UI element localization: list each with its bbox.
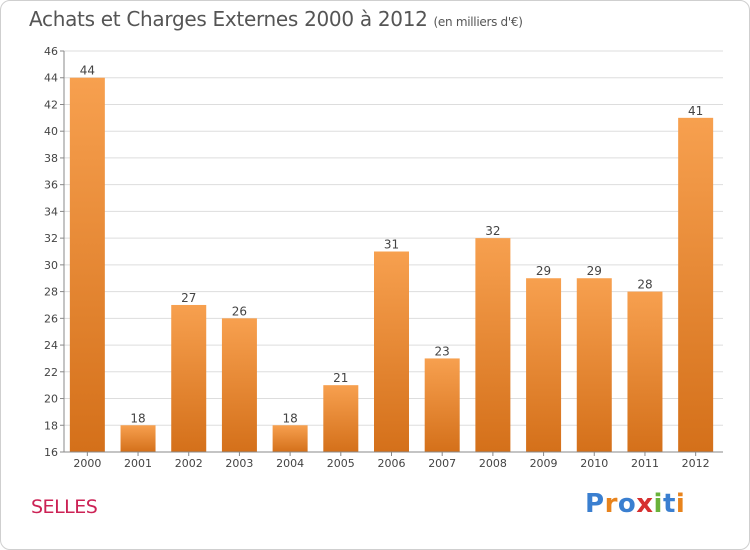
logo-letter: i — [675, 489, 686, 519]
y-tick-label: 24 — [44, 339, 58, 352]
data-label-2009: 29 — [536, 264, 551, 278]
y-tick-label: 46 — [44, 45, 58, 58]
x-tick-label-2011: 2011 — [631, 457, 659, 470]
commune-name: SELLES — [31, 496, 98, 518]
data-label-2000: 44 — [80, 64, 95, 78]
y-tick-label: 26 — [44, 312, 58, 325]
data-label-2004: 18 — [282, 411, 297, 425]
data-label-2005: 21 — [333, 371, 348, 385]
y-tick-label: 34 — [44, 205, 58, 218]
x-tick-label-2005: 2005 — [327, 457, 355, 470]
bar-2007 — [424, 358, 460, 452]
data-label-2010: 29 — [587, 264, 602, 278]
logo-letter: o — [617, 489, 637, 519]
x-tick-label-2002: 2002 — [175, 457, 203, 470]
x-tick-label-2003: 2003 — [225, 457, 253, 470]
logo-letter: r — [604, 489, 618, 519]
bar-2009 — [526, 278, 562, 452]
data-label-2002: 27 — [181, 291, 196, 305]
logo-letter: P — [585, 489, 605, 519]
x-tick-label-2012: 2012 — [682, 457, 710, 470]
data-label-2006: 31 — [384, 238, 399, 252]
data-label-2008: 32 — [485, 224, 500, 238]
bar-2004 — [272, 425, 308, 452]
x-tick-label-2008: 2008 — [479, 457, 507, 470]
bar-2006 — [374, 251, 409, 452]
x-tick-label-2007: 2007 — [428, 457, 456, 470]
bar-2000 — [69, 77, 105, 452]
logo-letter: i — [653, 489, 663, 519]
y-tick-label: 36 — [44, 179, 58, 192]
proxiti-logo[interactable]: Proxiti — [585, 489, 685, 519]
x-tick-label-2000: 2000 — [73, 457, 101, 470]
bar-2002 — [171, 304, 207, 452]
bar-2008 — [475, 238, 511, 452]
bar-2003 — [221, 318, 257, 452]
x-tick-label-2006: 2006 — [378, 457, 406, 470]
data-label-2003: 26 — [232, 304, 247, 318]
y-tick-label: 20 — [44, 393, 58, 406]
bar-2010 — [576, 278, 612, 452]
bar-2012 — [678, 117, 714, 452]
logo-letter: t — [662, 489, 676, 519]
x-tick-label-2001: 2001 — [124, 457, 152, 470]
y-tick-label: 18 — [44, 419, 58, 432]
y-tick-label: 38 — [44, 152, 58, 165]
x-tick-label-2010: 2010 — [580, 457, 608, 470]
y-tick-label: 22 — [44, 366, 58, 379]
bar-2011 — [627, 291, 663, 452]
logo-letter: x — [636, 489, 654, 519]
data-label-2007: 23 — [435, 344, 450, 358]
y-tick-label: 44 — [44, 72, 58, 85]
y-tick-label: 42 — [44, 98, 58, 111]
y-tick-label: 40 — [44, 125, 58, 138]
x-tick-label-2004: 2004 — [276, 457, 304, 470]
chart-unit: (en milliers d'€) — [433, 15, 523, 29]
bar-2005 — [323, 385, 359, 452]
data-label-2011: 28 — [637, 278, 652, 292]
y-tick-label: 30 — [44, 259, 58, 272]
chart-title: Achats et Charges Externes 2000 à 2012 (e… — [29, 7, 523, 31]
y-tick-label: 28 — [44, 286, 58, 299]
x-tick-label-2009: 2009 — [530, 457, 558, 470]
data-label-2001: 18 — [130, 411, 145, 425]
bar-2001 — [120, 425, 156, 452]
y-tick-label: 32 — [44, 232, 58, 245]
chart-title-text: Achats et Charges Externes 2000 à 2012 — [29, 7, 428, 31]
y-tick-label: 16 — [44, 446, 58, 459]
data-label-2012: 41 — [688, 104, 703, 118]
